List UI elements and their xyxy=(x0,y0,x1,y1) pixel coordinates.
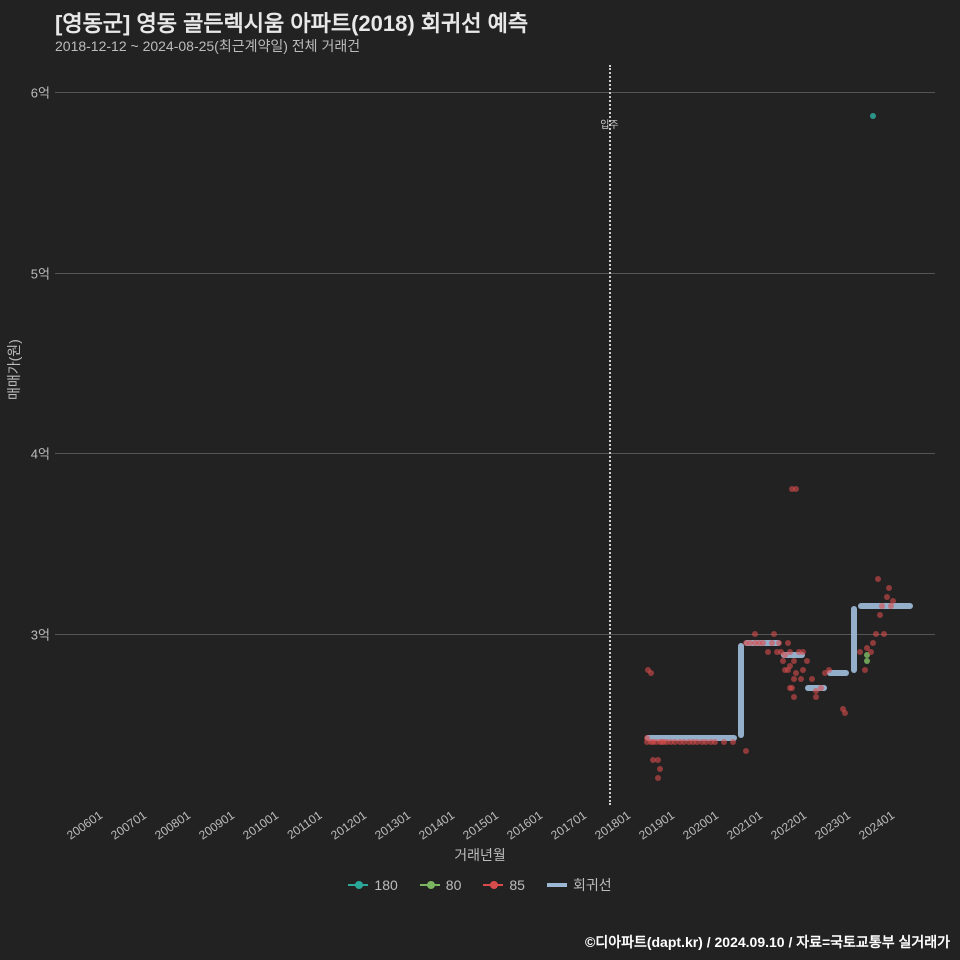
y-tick-label: 4억 xyxy=(20,444,50,463)
x-tick-label: 201501 xyxy=(460,808,501,842)
caption: ©디아파트(dapt.kr) / 2024.09.10 / 자료=국토교통부 실… xyxy=(585,932,950,952)
x-tick-label: 200701 xyxy=(108,808,149,842)
legend-swatch xyxy=(420,884,440,886)
data-point-85 xyxy=(787,649,793,655)
data-point-85 xyxy=(842,710,848,716)
legend-item: 180 xyxy=(348,875,397,895)
data-point-85 xyxy=(780,658,786,664)
legend-swatch xyxy=(348,884,368,886)
data-point-85 xyxy=(752,631,758,637)
legend-label: 80 xyxy=(446,877,462,893)
x-tick-label: 201601 xyxy=(504,808,545,842)
data-point-85 xyxy=(655,775,661,781)
data-point-85 xyxy=(800,667,806,673)
data-point-85 xyxy=(877,612,883,618)
data-point-85 xyxy=(791,694,797,700)
x-tick-label: 201801 xyxy=(592,808,633,842)
data-point-85 xyxy=(743,748,749,754)
x-tick-label: 201301 xyxy=(372,808,413,842)
x-tick-label: 201901 xyxy=(636,808,677,842)
data-point-80 xyxy=(864,658,870,664)
data-point-85 xyxy=(875,576,881,582)
data-point-85 xyxy=(785,640,791,646)
x-tick-label: 200601 xyxy=(64,808,105,842)
data-point-85 xyxy=(886,585,892,591)
x-tick-label: 200901 xyxy=(196,808,237,842)
data-point-85 xyxy=(791,658,797,664)
data-point-85 xyxy=(760,640,766,646)
data-point-85 xyxy=(888,603,894,609)
x-tick-label: 201001 xyxy=(240,808,281,842)
legend-item: 회귀선 xyxy=(547,875,612,895)
data-point-85 xyxy=(868,649,874,655)
annotation-vline xyxy=(609,65,611,805)
data-point-85 xyxy=(804,658,810,664)
legend-swatch xyxy=(547,883,567,887)
y-tick-label: 3억 xyxy=(20,624,50,643)
x-tick-label: 201701 xyxy=(548,808,589,842)
data-point-85 xyxy=(884,594,890,600)
x-tick-label: 200801 xyxy=(152,808,193,842)
x-tick-label: 201401 xyxy=(416,808,457,842)
legend-label: 85 xyxy=(509,877,525,893)
y-tick-label: 5억 xyxy=(20,263,50,282)
legend-swatch xyxy=(483,884,503,886)
data-point-85 xyxy=(862,667,868,673)
data-point-85 xyxy=(890,598,896,604)
regression-segment xyxy=(858,603,913,609)
x-tick-label: 202001 xyxy=(680,808,721,842)
data-point-85 xyxy=(870,640,876,646)
plot-area xyxy=(55,65,935,805)
data-point-85 xyxy=(818,685,824,691)
data-point-85 xyxy=(655,757,661,763)
y-tick-label: 6억 xyxy=(20,83,50,102)
legend: 180 80 85 회귀선 xyxy=(0,875,960,895)
data-point-85 xyxy=(712,739,718,745)
data-point-85 xyxy=(648,670,654,676)
regression-connector xyxy=(851,606,857,673)
chart-container: [영동군] 영동 골든렉시움 아파트(2018) 회귀선 예측 2018-12-… xyxy=(0,0,960,960)
data-point-85 xyxy=(857,649,863,655)
data-point-85 xyxy=(800,649,806,655)
data-point-85 xyxy=(657,766,663,772)
x-axis-label: 거래년월 xyxy=(0,845,960,865)
data-point-85 xyxy=(765,649,771,655)
chart-subtitle: 2018-12-12 ~ 2024-08-25(최근계약일) 전체 거래건 xyxy=(55,36,360,56)
y-axis-label: 매매가(원) xyxy=(4,339,24,400)
data-point-85 xyxy=(789,685,795,691)
regression-connector xyxy=(738,643,744,739)
data-point-85 xyxy=(776,640,782,646)
legend-item: 85 xyxy=(483,875,525,895)
data-point-85 xyxy=(730,739,736,745)
x-tick-label: 202401 xyxy=(856,808,897,842)
x-tick-label: 202101 xyxy=(724,808,765,842)
data-point-85 xyxy=(873,631,879,637)
data-point-85 xyxy=(813,694,819,700)
legend-item: 80 xyxy=(420,875,462,895)
legend-label: 회귀선 xyxy=(573,875,612,895)
x-tick-label: 201201 xyxy=(328,808,369,842)
data-point-85 xyxy=(769,640,775,646)
data-point-85 xyxy=(721,739,727,745)
legend-label: 180 xyxy=(374,877,397,893)
data-point-85 xyxy=(793,486,799,492)
annotation-vline-label: 입주 xyxy=(600,116,618,131)
data-point-85 xyxy=(791,676,797,682)
data-point-85 xyxy=(881,631,887,637)
data-point-85 xyxy=(809,676,815,682)
data-point-85 xyxy=(879,603,885,609)
x-tick-label: 202301 xyxy=(812,808,853,842)
data-point-85 xyxy=(826,667,832,673)
x-tick-label: 202201 xyxy=(768,808,809,842)
data-point-85 xyxy=(787,663,793,669)
chart-title: [영동군] 영동 골든렉시움 아파트(2018) 회귀선 예측 xyxy=(55,6,528,38)
data-point-180 xyxy=(870,113,876,119)
x-tick-label: 201101 xyxy=(285,808,325,842)
data-point-85 xyxy=(798,676,804,682)
data-point-85 xyxy=(771,631,777,637)
